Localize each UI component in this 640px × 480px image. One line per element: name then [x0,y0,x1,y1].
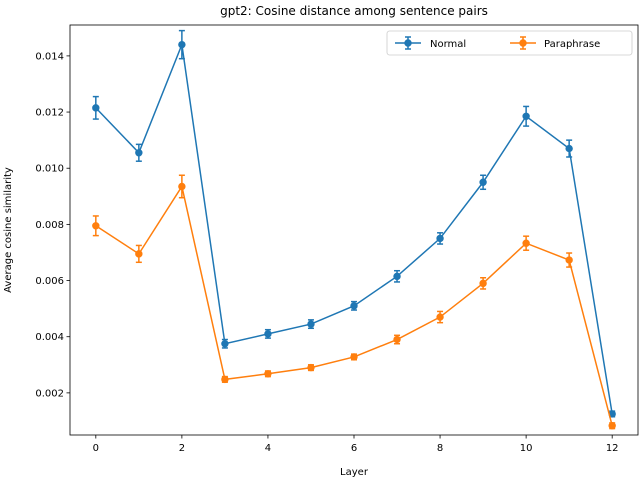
y-ticks: 0.002 0.004 0.006 0.008 0.010 0.012 0.014 [35,51,70,399]
data-point [565,144,573,153]
legend-marker [519,39,527,47]
x-tick-label: 8 [437,443,443,454]
x-tick-label: 0 [93,443,99,454]
plot-frame [69,24,639,436]
legend-label: Normal [430,39,466,50]
data-point [264,330,272,338]
data-point [565,256,573,264]
data-point [221,375,229,384]
data-point [436,313,444,321]
x-tick-label: 6 [351,443,357,454]
data-point [522,239,530,247]
series-layer [92,29,616,430]
data-point [479,279,487,288]
x-ticks: 0 2 4 6 8 10 12 [93,435,619,454]
data-point [307,320,315,328]
x-tick-label: 4 [265,443,271,454]
y-tick-label: 0.002 [35,388,64,399]
legend: Normal Paraphrase [386,30,633,56]
x-tick-label: 10 [520,443,533,454]
legend-label: Paraphrase [544,39,600,50]
x-tick-label: 12 [606,443,619,454]
data-point [436,234,444,243]
data-point [608,422,616,430]
legend-entry-normal: Normal [395,36,466,50]
y-tick-label: 0.004 [35,332,64,343]
data-point [307,363,315,372]
data-point [479,178,487,186]
series-normal [92,29,616,418]
data-point [135,250,143,258]
legend-marker [404,39,412,47]
legend-entry-paraphrase: Paraphrase [510,36,600,50]
y-tick-label: 0.010 [35,164,64,175]
y-tick-label: 0.014 [35,51,64,62]
y-tick-label: 0.012 [35,108,64,119]
y-tick-label: 0.008 [35,220,64,231]
data-point [92,104,100,112]
data-point [92,222,100,230]
data-point [264,370,272,378]
series-paraphrase [92,174,616,430]
data-point [350,302,358,310]
data-point [350,353,358,361]
y-tick-label: 0.006 [35,276,64,287]
data-point [178,40,186,49]
x-tick-label: 2 [179,443,185,454]
y-axis-label: Average cosine similarity [3,167,14,293]
data-point [221,340,229,348]
x-axis-label: Layer [340,467,369,478]
data-point [393,272,401,281]
data-point [135,149,143,157]
legend-box [386,30,633,56]
data-point [522,112,530,120]
data-point [393,335,401,344]
chart-title: gpt2: Cosine distance among sentence pai… [220,4,488,18]
data-point [178,182,186,191]
